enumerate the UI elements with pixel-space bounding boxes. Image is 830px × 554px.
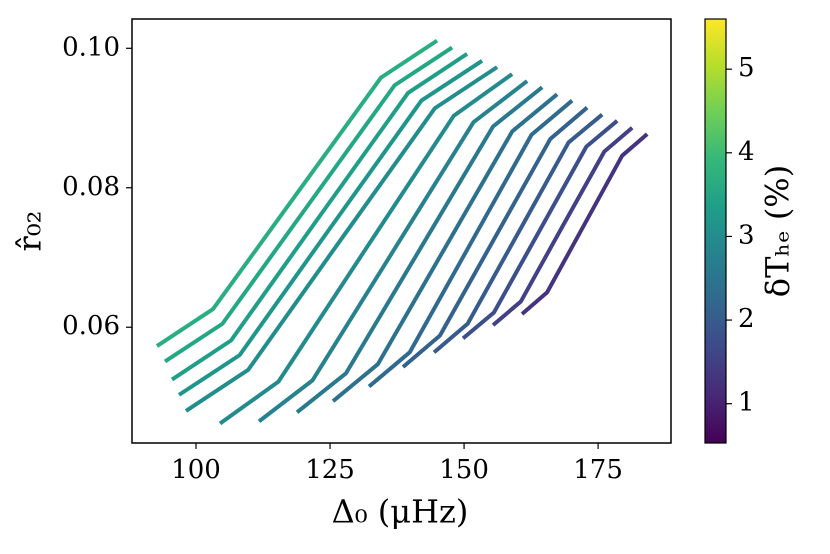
x-axis-label: Δ₀ (μHz) [332,493,469,531]
colorbar-label: δTₕₑ (%) [759,165,797,297]
x-tick-label: 125 [305,455,355,485]
plot-frame [131,18,672,444]
data-line [218,72,514,426]
x-tick-label: 100 [171,455,221,485]
x-tick-label: 175 [573,455,623,485]
colorbar-tick-label: 4 [738,137,755,167]
data-line [331,92,559,403]
colorbar-tick-label: 5 [738,53,755,83]
data-line [367,99,574,389]
colorbar-tick-label: 3 [738,220,755,250]
data-line [163,45,454,364]
y-tick-label: 0.10 [62,32,120,62]
data-line [184,65,499,413]
x-tick-label: 150 [439,455,489,485]
data-line [520,132,649,316]
data-line [432,112,604,354]
data-line [295,85,544,414]
colorbar-tick-label: 2 [738,304,755,334]
colorbar [704,18,727,444]
data-line [257,79,529,423]
y-tick-label: 0.08 [62,172,120,202]
data-line [170,52,469,382]
data-line [461,119,619,340]
y-axis-label: r̂₀₂ [11,211,49,252]
data-line [401,106,589,369]
data-line [491,126,634,327]
data-line [177,59,484,397]
colorbar-tick-label: 1 [738,388,755,418]
data-line [155,38,439,348]
y-tick-label: 0.06 [62,311,120,341]
